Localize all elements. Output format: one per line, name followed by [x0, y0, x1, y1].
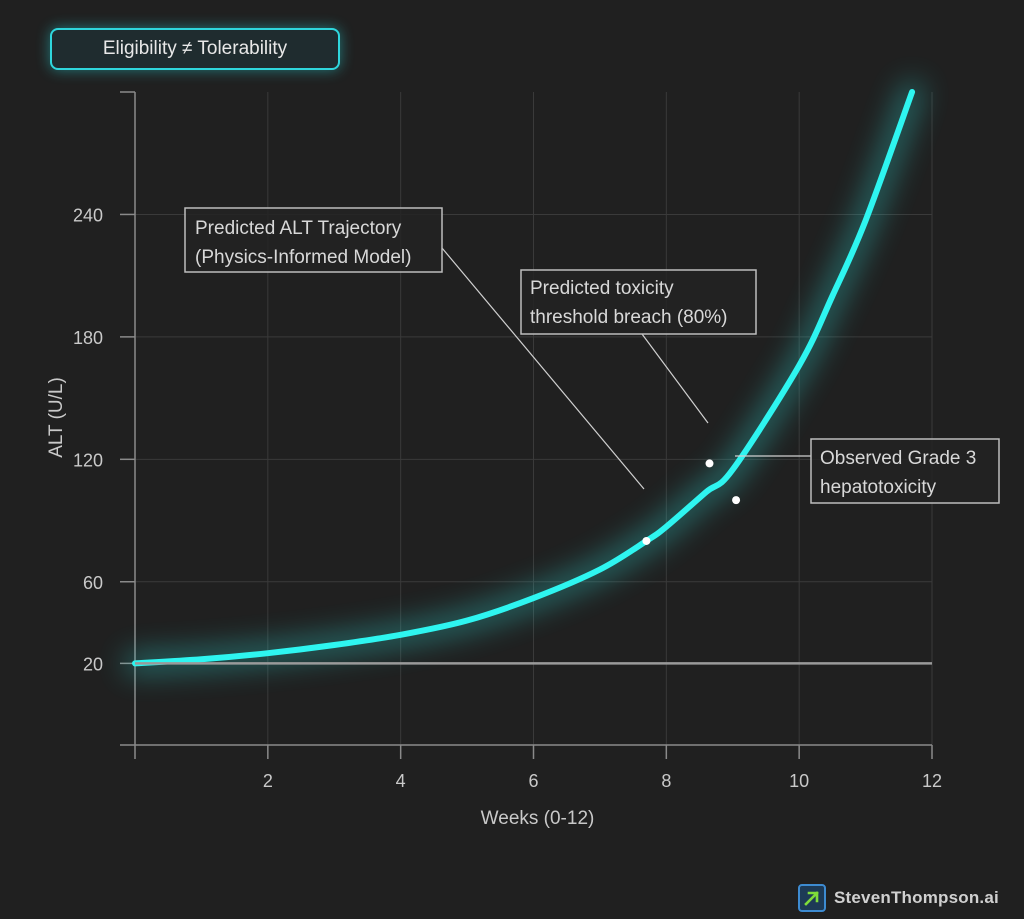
x-tick-label: 10 — [789, 771, 809, 791]
annotation-leader-line — [441, 247, 645, 490]
annotations: Predicted ALT Trajectory (Physics-Informe… — [184, 207, 1000, 545]
y-tick-label: 120 — [73, 450, 103, 470]
y-tick-label: 20 — [83, 654, 103, 674]
y-tick-label: 180 — [73, 328, 103, 348]
arrow-up-right-icon — [798, 884, 826, 912]
y-axis-label: ALT (U/L) — [46, 377, 67, 458]
annotation-text: Predicted toxicity — [530, 278, 674, 299]
x-tick-label: 2 — [263, 771, 273, 791]
annotation-text: threshold breach (80%) — [530, 307, 728, 328]
annotation-text: Observed Grade 3 — [820, 448, 976, 469]
trajectory-glow — [124, 81, 924, 675]
annotation-point — [705, 459, 714, 468]
annotation-box — [810, 438, 1000, 504]
tick-labels: 2 4 6 8 10 12 20 60 120 180 240 — [73, 205, 942, 791]
series — [124, 81, 932, 675]
x-tick-label: 4 — [396, 771, 406, 791]
annotation-box — [520, 269, 757, 335]
brand-logo: StevenThompson.ai — [798, 883, 999, 913]
annotation-text: Predicted ALT Trajectory — [195, 218, 402, 239]
annotation-text: hepatotoxicity — [820, 477, 937, 498]
x-tick-label: 6 — [528, 771, 538, 791]
annotation-leader-line — [641, 333, 709, 424]
annotation-point — [732, 496, 741, 505]
y-tick-label: 240 — [73, 205, 103, 225]
title-badge: Eligibility ≠ Tolerability — [50, 28, 340, 70]
x-tick-label: 12 — [922, 771, 942, 791]
y-tick-label: 60 — [83, 573, 103, 593]
annotation-box — [184, 207, 443, 273]
brand-text: StevenThompson.ai — [834, 888, 999, 907]
annotation-point — [642, 536, 651, 545]
x-axis-label: Weeks (0-12) — [481, 808, 595, 829]
annotation-text: (Physics-Informed Model) — [195, 247, 411, 268]
x-tick-label: 8 — [661, 771, 671, 791]
trajectory-line — [132, 89, 916, 667]
